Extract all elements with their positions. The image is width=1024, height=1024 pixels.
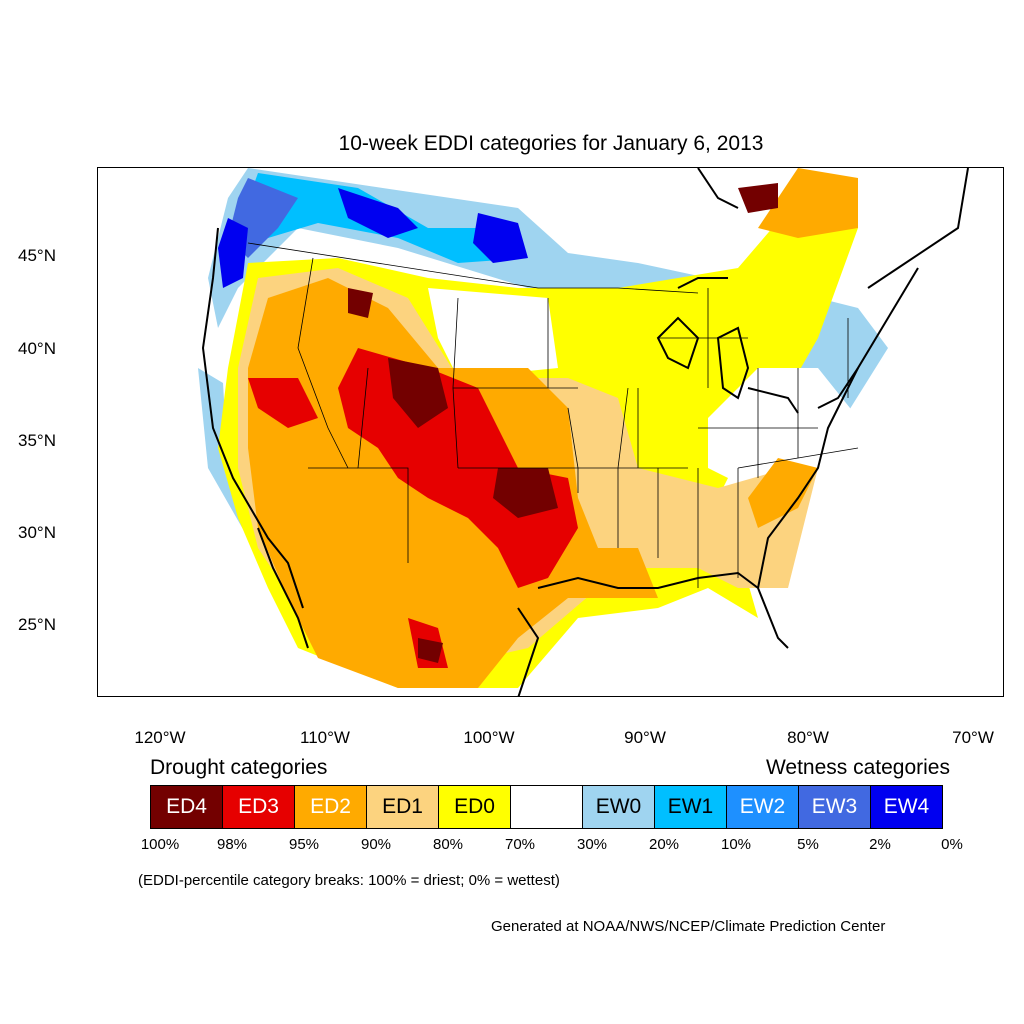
- neutral-region-central: [428, 288, 858, 488]
- lon-label-80: 80°W: [787, 728, 829, 747]
- legend-box-ew0: EW0: [582, 785, 655, 829]
- legend-break-label: 90%: [360, 836, 392, 853]
- legend-box-ew1: EW1: [654, 785, 727, 829]
- credit-line: Generated at NOAA/NWS/NCEP/Climate Predi…: [491, 918, 886, 935]
- legend-box-ed2: ED2: [294, 785, 367, 829]
- legend-box-ed1: ED1: [366, 785, 439, 829]
- lon-label-90: 90°W: [624, 728, 666, 747]
- legend-break-label: 100%: [140, 836, 180, 853]
- drought-region-ed3: [248, 348, 578, 668]
- legend-break-label: 70%: [504, 836, 536, 853]
- legend-box-ed0: ED0: [438, 785, 511, 829]
- lat-label-25: 25°N: [18, 615, 56, 634]
- lon-label-120: 120°W: [134, 728, 186, 747]
- lat-label-30: 30°N: [18, 523, 56, 542]
- legend-box-ed4: ED4: [150, 785, 223, 829]
- legend-break-label: 98%: [216, 836, 248, 853]
- lat-label-40: 40°N: [18, 339, 56, 358]
- lon-label-70: 70°W: [952, 728, 994, 747]
- legend-box-neutral: [510, 785, 583, 829]
- legend-box-ew3: EW3: [798, 785, 871, 829]
- state-boundaries: [247, 242, 859, 588]
- legend-box-ew2: EW2: [726, 785, 799, 829]
- map-panel: [97, 167, 1004, 697]
- legend-break-label: 95%: [288, 836, 320, 853]
- lat-label-35: 35°N: [18, 431, 56, 450]
- legend-break-label: 5%: [797, 836, 819, 853]
- legend-break-label: 10%: [720, 836, 752, 853]
- legend-wetness-heading: Wetness categories: [765, 756, 950, 779]
- legend-break-label: 20%: [648, 836, 680, 853]
- lat-label-45: 45°N: [18, 246, 56, 265]
- legend-break-label: 30%: [576, 836, 608, 853]
- wet-region-ew4-north: [338, 188, 528, 263]
- coastlines: [201, 168, 969, 696]
- legend-note: (EDDI-percentile category breaks: 100% =…: [138, 872, 560, 889]
- map-title: 10-week EDDI categories for January 6, 2…: [338, 132, 764, 155]
- legend-break-label: 2%: [869, 836, 891, 853]
- legend-box-ed3: ED3: [222, 785, 295, 829]
- legend-drought-heading: Drought categories: [150, 756, 328, 779]
- lon-label-110: 110°W: [300, 728, 350, 747]
- legend-color-bar: ED4 ED3 ED2 ED1 ED0 EW0 EW1 EW2 EW3 EW4: [150, 785, 943, 829]
- lon-label-100: 100°W: [463, 728, 515, 747]
- legend-break-label: 0%: [941, 836, 963, 853]
- legend-break-label: 80%: [432, 836, 464, 853]
- legend-box-ew4: EW4: [870, 785, 943, 829]
- drought-region-ed2: [248, 168, 858, 688]
- eddi-map: [198, 168, 969, 696]
- wet-region-ew4-pnw: [218, 218, 248, 288]
